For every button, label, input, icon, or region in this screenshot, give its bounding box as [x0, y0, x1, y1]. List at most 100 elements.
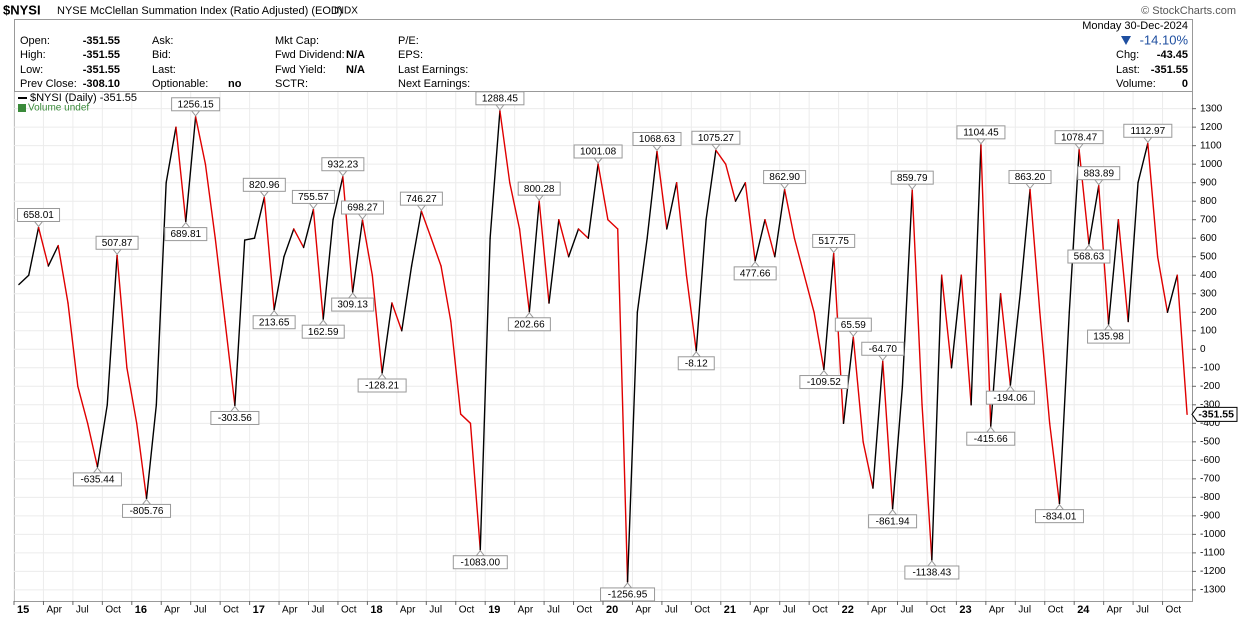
symbol: $NYSI: [3, 2, 41, 17]
value-label: -415.66: [974, 434, 1008, 445]
value-label: 863.20: [1015, 172, 1046, 183]
x-tick-label: Apr: [282, 605, 298, 616]
line-segment: [136, 422, 148, 500]
line-segment: [842, 336, 855, 425]
line-segment: [518, 228, 531, 313]
x-tick-label: Apr: [871, 605, 887, 616]
value-label: 162.59: [308, 327, 339, 338]
value-label: 507.87: [102, 238, 133, 249]
field-label: Last:: [152, 64, 176, 76]
y-tick-label: -1200: [1200, 566, 1226, 577]
line-segment: [754, 219, 766, 262]
line-segment: [459, 413, 472, 425]
line-segment: [351, 219, 364, 293]
value-label: -1083.00: [461, 557, 501, 568]
line-segment: [1078, 148, 1090, 245]
field-label: Next Earnings:: [398, 78, 470, 90]
value-label-box: [1054, 130, 1104, 145]
line-segment: [1048, 422, 1061, 505]
x-tick-label: Apr: [164, 605, 180, 616]
line-segment: [312, 208, 324, 320]
line-segment: [1156, 256, 1169, 313]
y-tick-label: -100: [1200, 362, 1220, 373]
line-segment: [86, 422, 99, 468]
x-tick-label: 24: [1077, 604, 1090, 616]
line-segment: [116, 254, 128, 369]
line-segment: [852, 336, 864, 443]
line-segment: [322, 219, 334, 320]
x-tick-label: 22: [842, 604, 854, 616]
x-tick-label: Jul: [1018, 605, 1031, 616]
line-segment: [185, 116, 197, 223]
x-tick-label: Oct: [341, 605, 357, 616]
x-tick-label: 16: [135, 604, 147, 616]
y-tick-label: -1300: [1200, 585, 1226, 596]
line-segment: [106, 254, 118, 406]
y-tick-label: 600: [1200, 233, 1217, 244]
value-label: 213.65: [259, 317, 290, 328]
value-label: 202.66: [514, 319, 545, 330]
line-segment: [57, 244, 69, 304]
line-segment: [675, 181, 688, 276]
line-segment: [1029, 188, 1041, 313]
value-label-box: [985, 390, 1035, 405]
field-label: Open:: [20, 35, 50, 47]
line-segment: [823, 252, 835, 371]
x-tick-label: Apr: [989, 605, 1005, 616]
value-label: 859.79: [897, 173, 928, 184]
legend-value: -351.55: [100, 92, 137, 104]
x-tick-label: Oct: [1048, 605, 1064, 616]
value-label: 517.75: [818, 236, 849, 247]
value-label-box: [799, 375, 849, 390]
field-value: no: [228, 78, 242, 90]
value-label-box: [95, 235, 139, 250]
x-tick-label: Jul: [1136, 605, 1149, 616]
value-label: 568.63: [1074, 252, 1105, 263]
line-segment: [450, 320, 462, 415]
x-tick-label: Apr: [753, 605, 769, 616]
y-tick-label: 300: [1200, 288, 1217, 299]
line-segment: [469, 422, 481, 551]
value-label: -128.21: [365, 381, 399, 392]
x-tick-label: Apr: [46, 605, 62, 616]
value-label: 1256.15: [178, 99, 215, 110]
y-tick-label: -300: [1200, 399, 1220, 410]
value-label: 65.59: [841, 320, 866, 331]
line-segment: [371, 274, 383, 374]
value-label-box: [301, 324, 345, 339]
legend-name: $NYSI (Daily): [30, 92, 97, 104]
x-tick-label: Oct: [812, 605, 828, 616]
line-segment: [302, 208, 315, 249]
field-label: High:: [20, 49, 46, 61]
line-segment: [381, 302, 393, 374]
x-tick-label: Apr: [1107, 605, 1123, 616]
line-segment: [558, 219, 570, 258]
field-label: SCTR:: [275, 78, 308, 90]
line-segment: [577, 228, 589, 239]
field-value: N/A: [346, 49, 365, 61]
field-label: P/E:: [398, 35, 419, 47]
line-segment: [695, 219, 707, 352]
value-label-box: [600, 587, 656, 602]
line-segment: [793, 237, 805, 276]
y-tick-label: 900: [1200, 177, 1217, 188]
line-segment: [970, 144, 982, 406]
x-tick-label: 19: [488, 604, 500, 616]
x-tick-label: Apr: [635, 605, 651, 616]
line-segment: [832, 252, 845, 425]
line-segment: [911, 189, 923, 406]
y-tick-label: -400: [1200, 418, 1220, 429]
value-label: -64.70: [869, 344, 898, 355]
field-value: -43.45: [1157, 49, 1188, 61]
x-tick-label: Oct: [1166, 605, 1182, 616]
line-segment: [1137, 142, 1149, 184]
line-segment: [175, 126, 187, 223]
value-label-box: [1067, 249, 1111, 264]
x-tick-label: Oct: [223, 605, 239, 616]
value-label-box: [507, 317, 551, 332]
value-label: -834.01: [1043, 511, 1077, 522]
value-label-box: [357, 378, 407, 393]
field-value: -308.10: [83, 78, 120, 90]
line-segment: [1039, 311, 1051, 425]
field-value: 0: [1182, 78, 1188, 90]
